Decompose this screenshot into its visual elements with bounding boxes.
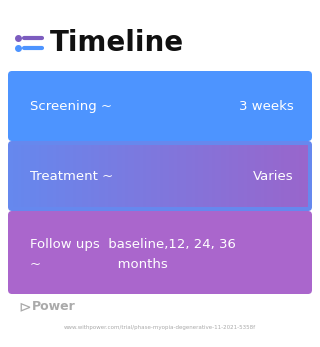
Text: Timeline: Timeline [50,29,184,57]
Text: Follow ups  baseline,12, 24, 36: Follow ups baseline,12, 24, 36 [30,238,236,251]
Text: Treatment ~: Treatment ~ [30,169,113,183]
FancyBboxPatch shape [8,211,312,294]
Text: ~                  months: ~ months [30,258,168,271]
Text: Screening ~: Screening ~ [30,100,112,112]
FancyBboxPatch shape [8,141,312,211]
Text: Varies: Varies [253,169,294,183]
FancyBboxPatch shape [8,71,312,141]
Text: 3 weeks: 3 weeks [239,100,294,112]
Text: ⊳: ⊳ [18,299,31,314]
Text: Power: Power [32,301,76,313]
Text: www.withpower.com/trial/phase-myopia-degenerative-11-2021-5358f: www.withpower.com/trial/phase-myopia-deg… [64,325,256,330]
